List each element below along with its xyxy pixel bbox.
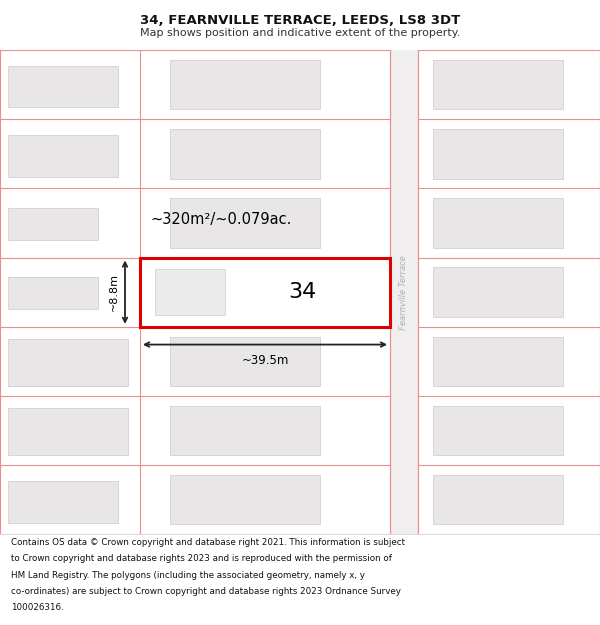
Text: Fearnville Terrace: Fearnville Terrace	[400, 255, 409, 329]
Bar	[433, 337, 563, 386]
Bar	[155, 269, 225, 315]
Text: ~39.5m: ~39.5m	[241, 354, 289, 367]
Text: 100026316.: 100026316.	[11, 603, 64, 612]
Bar	[8, 408, 128, 455]
Bar	[433, 406, 563, 455]
Text: ~8.8m: ~8.8m	[109, 273, 119, 311]
Text: HM Land Registry. The polygons (including the associated geometry, namely x, y: HM Land Registry. The polygons (includin…	[11, 571, 365, 579]
Text: 34: 34	[289, 282, 317, 302]
Bar	[170, 475, 320, 524]
Bar	[8, 278, 98, 309]
Bar	[170, 198, 320, 248]
Bar	[8, 339, 128, 386]
Bar	[8, 481, 118, 522]
Bar	[170, 129, 320, 179]
Bar	[170, 337, 320, 386]
Text: co-ordinates) are subject to Crown copyright and database rights 2023 Ordnance S: co-ordinates) are subject to Crown copyr…	[11, 587, 401, 596]
Bar	[8, 66, 118, 108]
Text: ~320m²/~0.079ac.: ~320m²/~0.079ac.	[150, 212, 292, 227]
Bar	[140, 258, 390, 327]
Bar	[433, 268, 563, 317]
Text: Contains OS data © Crown copyright and database right 2021. This information is : Contains OS data © Crown copyright and d…	[11, 538, 405, 547]
Bar	[390, 50, 418, 534]
Bar	[433, 60, 563, 109]
Bar	[8, 135, 118, 176]
Bar	[170, 406, 320, 455]
Text: to Crown copyright and database rights 2023 and is reproduced with the permissio: to Crown copyright and database rights 2…	[11, 554, 392, 563]
Bar	[8, 208, 98, 240]
Bar	[433, 129, 563, 179]
Text: Map shows position and indicative extent of the property.: Map shows position and indicative extent…	[140, 28, 460, 38]
Bar	[433, 198, 563, 248]
Bar	[170, 60, 320, 109]
Text: 34, FEARNVILLE TERRACE, LEEDS, LS8 3DT: 34, FEARNVILLE TERRACE, LEEDS, LS8 3DT	[140, 14, 460, 27]
Bar	[433, 475, 563, 524]
